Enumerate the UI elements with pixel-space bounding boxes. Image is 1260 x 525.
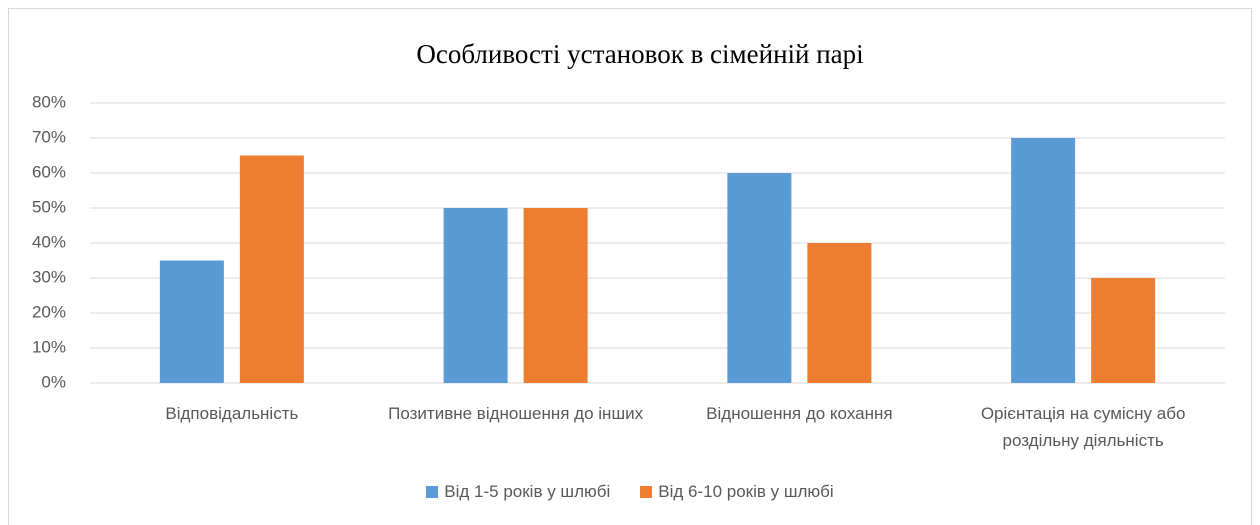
y-tick-label: 30% (32, 267, 66, 286)
legend-label: Від 1-5 років у шлюбі (444, 482, 611, 501)
y-tick-label: 80% (32, 92, 66, 111)
bar (443, 208, 508, 383)
y-tick-label: 70% (32, 127, 66, 146)
y-tick-label: 50% (32, 197, 66, 216)
legend-swatch (426, 486, 439, 498)
chart-frame (8, 8, 1252, 525)
bar (807, 243, 872, 383)
legend-item: Від 6-10 років у шлюбі (640, 482, 834, 502)
legend: Від 1-5 років у шлюбі Від 6-10 років у шл… (0, 482, 1260, 502)
bar (239, 155, 304, 383)
bar (1091, 278, 1156, 383)
y-tick-label: 10% (32, 337, 66, 356)
legend-item: Від 1-5 років у шлюбі (426, 482, 610, 502)
x-tick-label: Відношення до кохання (706, 404, 893, 423)
y-tick-label: 20% (32, 302, 66, 321)
legend-swatch (640, 486, 653, 498)
bar (159, 260, 224, 383)
bar (523, 208, 588, 383)
y-tick-label: 60% (32, 162, 66, 181)
bar (1011, 138, 1076, 383)
x-tick-label: Відповідальність (165, 404, 299, 423)
y-tick-label: 40% (32, 232, 66, 251)
bar (727, 173, 792, 383)
x-tick-label: Орієнтація на сумісну або роздільну діял… (980, 404, 1186, 450)
legend-label: Від 6-10 років у шлюбі (658, 482, 834, 501)
chart-title: Особливості установок в сімейній парі (416, 39, 863, 69)
y-tick-label: 0% (41, 372, 66, 391)
x-tick-label: Позитивне відношення до інших (388, 404, 644, 423)
